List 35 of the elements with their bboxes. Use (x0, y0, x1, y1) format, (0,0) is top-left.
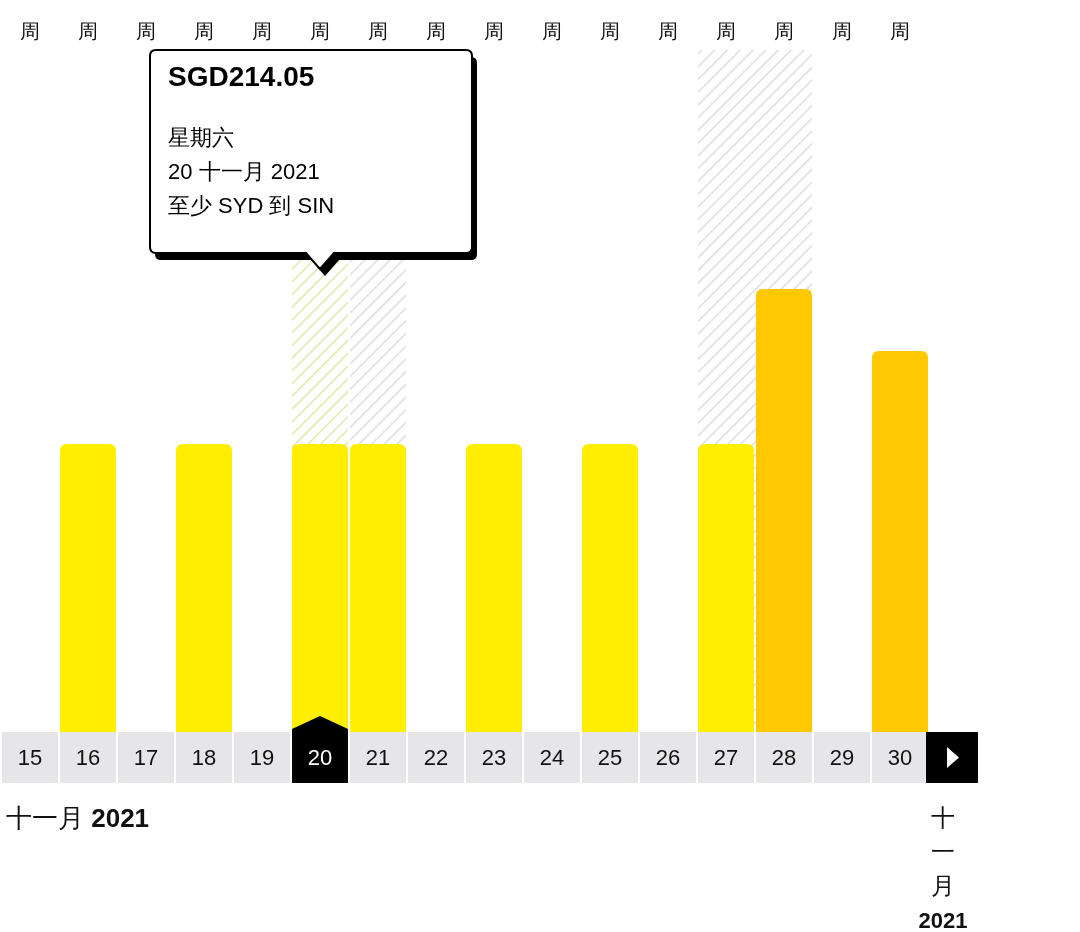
x-tick-label: 29 (829, 745, 855, 770)
band-label: SGD214.05 星期六 20 十一月 2021 至少 SYD 到 SIN (168, 61, 335, 218)
x-tick-label: 15 (17, 745, 43, 770)
x-tick-label: 23 (481, 745, 507, 770)
text: 周 (600, 20, 620, 42)
text: 周 (832, 20, 852, 42)
text: 十一月 2021 (918, 804, 968, 932)
x-tick-label: 20 (307, 745, 333, 770)
x-tick-label: 30 (887, 745, 913, 770)
x-tick-label: 19 (249, 745, 275, 770)
text: 周 (890, 20, 910, 42)
text: 周 (484, 20, 504, 42)
x-tick-label: 17 (133, 745, 159, 770)
text: 周 (194, 20, 214, 42)
text: 周 (542, 20, 562, 42)
text: 周 (20, 20, 40, 42)
x-tick-label: 28 (771, 745, 797, 770)
text: 周 (136, 20, 156, 42)
text: 周 (658, 20, 678, 42)
x-tick-label: 24 (539, 745, 565, 770)
x-axis-title: 十一月 2021 (6, 803, 150, 833)
x-tick-label: 18 (191, 745, 217, 770)
x-tick-label: 27 (713, 745, 739, 770)
x-tick-label: 21 (365, 745, 391, 770)
x-tick-label: 25 (597, 745, 623, 770)
x-tick-label: 26 (655, 745, 681, 770)
text: 周 (716, 20, 736, 42)
text: 周 (426, 20, 446, 42)
text: 周 (252, 20, 272, 42)
x-tick-label: 16 (75, 745, 101, 770)
x-tick-label: 22 (423, 745, 449, 770)
text: 周 (78, 20, 98, 42)
text: 周 (774, 20, 794, 42)
text: 周 (368, 20, 388, 42)
text: 周 (310, 20, 330, 42)
